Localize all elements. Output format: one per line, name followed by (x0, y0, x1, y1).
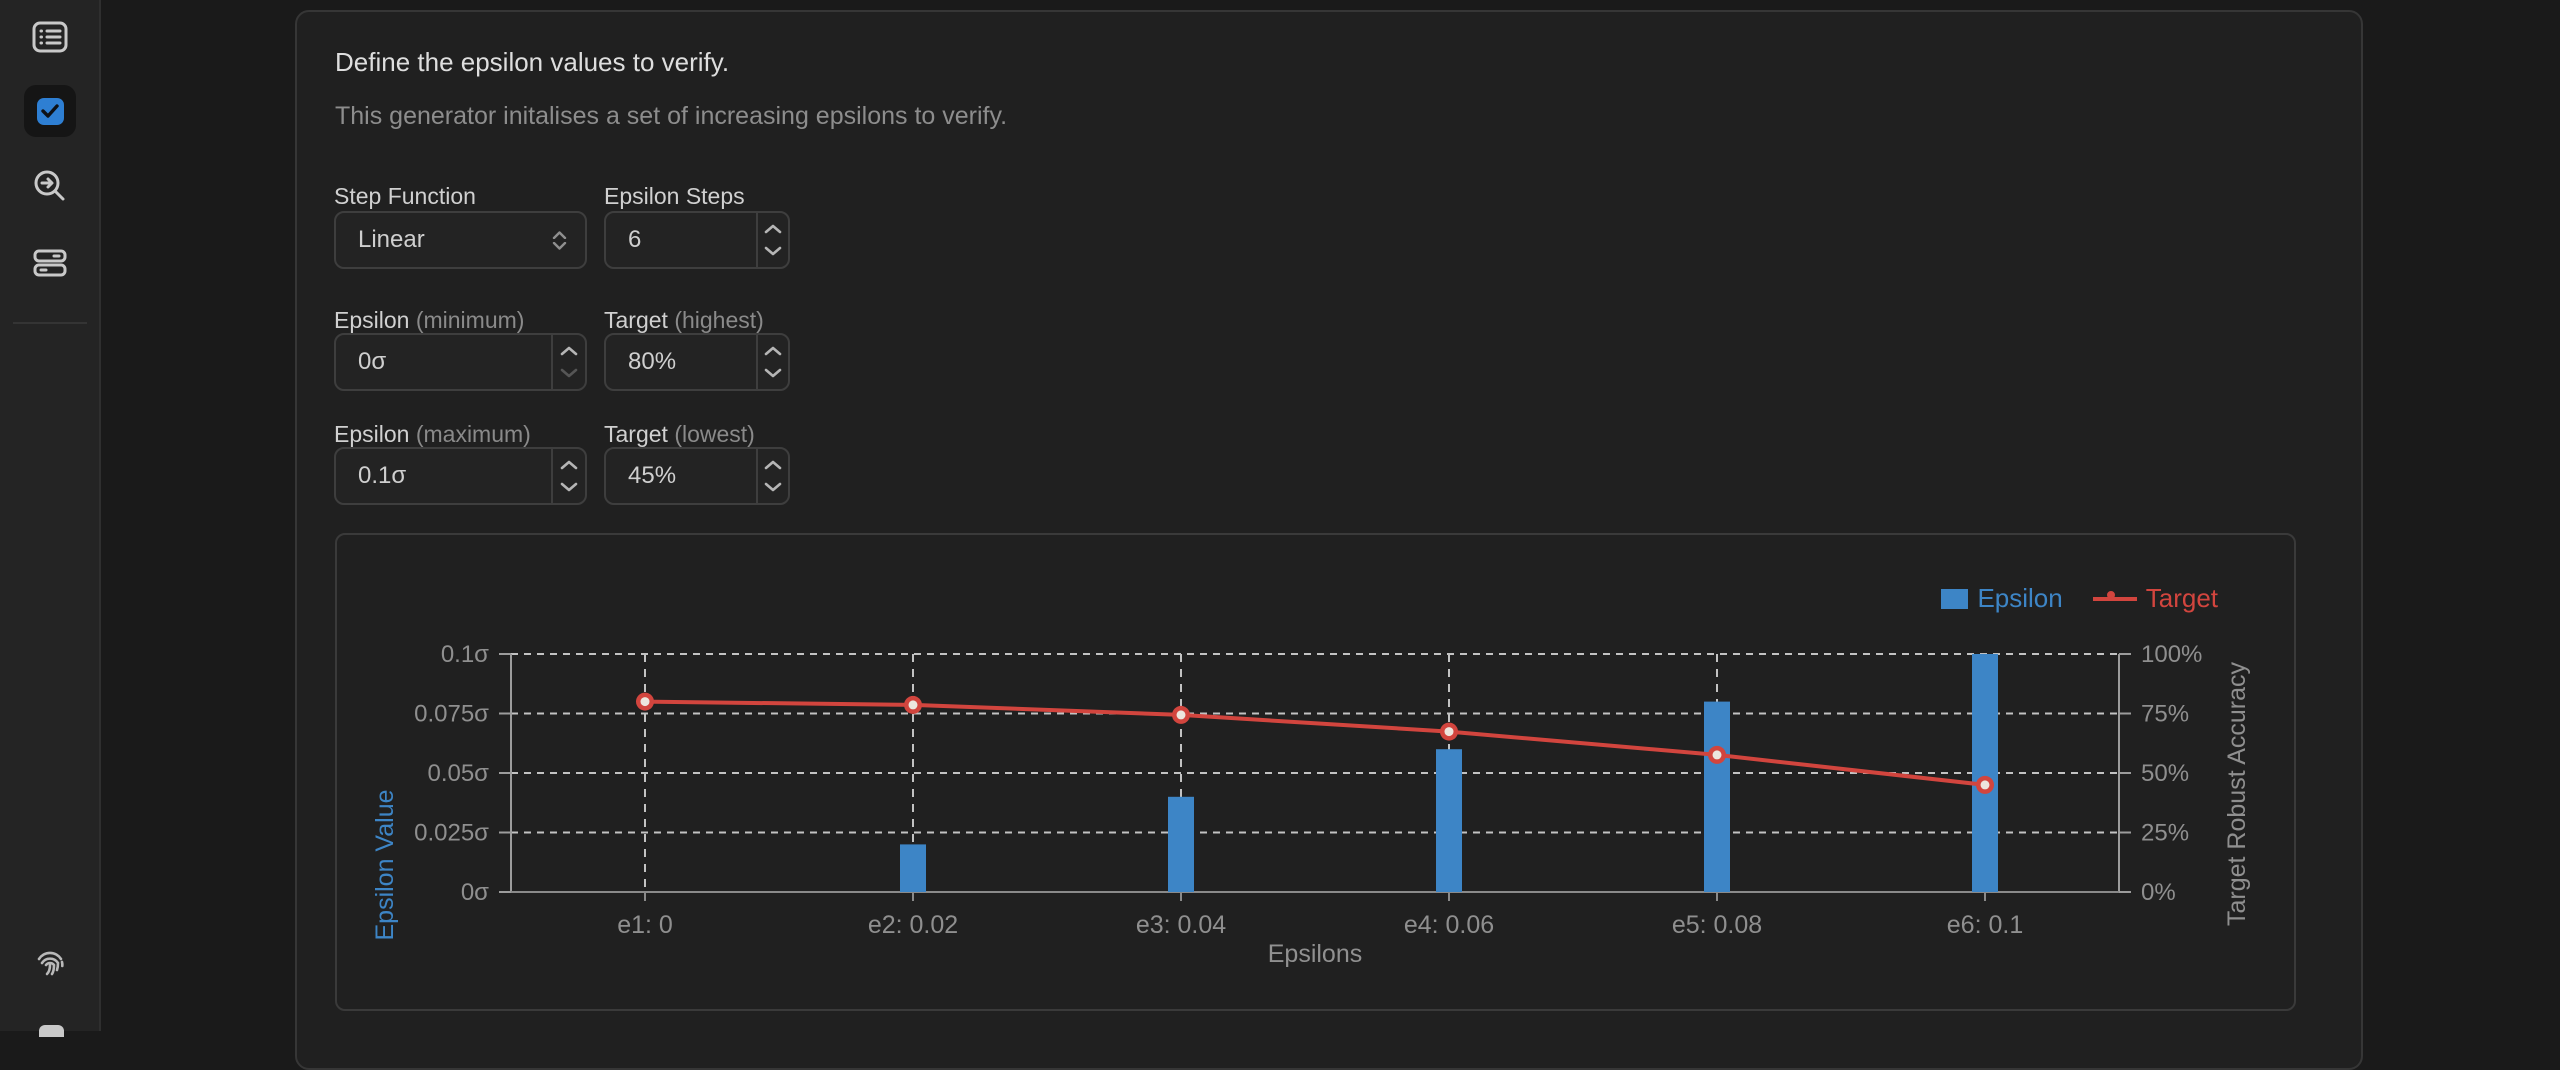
epsilon-max-field (334, 447, 587, 505)
sidebar-item-verify[interactable] (24, 85, 76, 137)
target-low-label: Target (lowest) (604, 421, 755, 447)
sidebar-bottom-icon[interactable] (39, 1025, 64, 1037)
right-tick-label: 25% (2141, 820, 2189, 847)
step-function-value: Linear (358, 226, 425, 253)
x-tick-label: e1: 0 (617, 911, 673, 939)
step-up-icon[interactable] (764, 460, 782, 470)
chart-legend: Epsilon Target (1941, 583, 2218, 614)
x-axis-title: Epsilons (1268, 940, 1363, 968)
target-line (644, 699, 1986, 787)
target-low-input[interactable] (606, 462, 756, 490)
epsilon-bar[interactable] (1972, 654, 1998, 892)
right-tick-label: 50% (2141, 760, 2189, 787)
step-up-icon[interactable] (560, 460, 578, 470)
epsilon-min-label: Epsilon (minimum) (334, 307, 525, 333)
epsilon-steps-field (604, 211, 790, 269)
sidebar-item-inspect[interactable] (24, 160, 76, 212)
epsilon-min-stepper (550, 335, 585, 389)
step-down-icon[interactable] (764, 368, 782, 378)
x-tick-label: e3: 0.04 (1136, 911, 1226, 939)
x-tick-label: e5: 0.08 (1672, 911, 1762, 939)
target-high-input[interactable] (606, 348, 756, 376)
target-low-field (604, 447, 790, 505)
right-tick-label: 100% (2141, 641, 2202, 668)
step-down-icon[interactable] (560, 482, 578, 492)
target-high-field (604, 333, 790, 391)
step-up-icon[interactable] (764, 224, 782, 234)
x-tick-label: e2: 0.02 (868, 911, 958, 939)
left-tick-label: 0.025σ (414, 820, 489, 847)
sidebar-item-fingerprint[interactable] (24, 938, 76, 990)
epsilon-steps-stepper (755, 213, 788, 267)
target-high-stepper (755, 335, 788, 389)
epsilon-swatch-icon (1941, 588, 1969, 609)
step-function-label: Step Function (334, 183, 476, 209)
right-axis-title: Target Robust Accuracy (2223, 661, 2251, 926)
step-down-icon[interactable] (764, 482, 782, 492)
checkbox-icon (36, 97, 64, 125)
left-tick-label: 0.05σ (427, 760, 489, 787)
left-tick-label: 0.075σ (414, 701, 489, 728)
epsilon-max-input[interactable] (336, 462, 551, 490)
chart-svg: 0σ 0.025σ 0.05σ 0.075σ 0.1σ 0% 25% 50% 75% 100% e1… (371, 641, 2251, 968)
sidebar-divider (13, 322, 87, 324)
x-tick-label: e4: 0.06 (1404, 911, 1494, 939)
list-icon (31, 18, 69, 56)
epsilon-max-label: Epsilon (maximum) (334, 421, 531, 447)
left-tick-label: 0.1σ (441, 641, 489, 668)
target-point-core (908, 700, 918, 710)
epsilon-chart-card: 0σ 0.025σ 0.05σ 0.075σ 0.1σ 0% 25% 50% 75% 100% e1… (335, 533, 2296, 1011)
target-low-stepper (755, 449, 788, 503)
page-title: Define the epsilon values to verify. (335, 47, 730, 77)
epsilon-max-stepper (550, 449, 585, 503)
epsilon-bar[interactable] (900, 844, 926, 892)
target-point-core (1980, 780, 1990, 790)
chevron-updown-icon (552, 230, 567, 250)
step-function-select[interactable]: Linear (334, 211, 587, 269)
epsilon-steps-input[interactable] (606, 226, 756, 254)
x-tick-label: e6: 0.1 (1947, 911, 2023, 939)
epsilon-min-field (334, 333, 587, 391)
epsilon-bar[interactable] (1704, 701, 1730, 892)
sidebar (0, 0, 101, 1037)
step-up-icon[interactable] (764, 346, 782, 356)
left-axis-title: Epsilon Value (371, 789, 399, 940)
epsilon-bar[interactable] (1436, 749, 1462, 892)
sidebar-item-list[interactable] (24, 11, 76, 63)
target-point-core (640, 697, 650, 707)
step-down-icon[interactable] (764, 246, 782, 256)
target-point-core (1176, 710, 1186, 720)
right-tick-label: 0% (2141, 879, 2176, 906)
epsilon-steps-label: Epsilon Steps (604, 183, 745, 209)
sidebar-item-servers[interactable] (24, 237, 76, 289)
target-line-icon (2092, 589, 2137, 609)
right-tick-label: 75% (2141, 701, 2189, 728)
left-tick-label: 0σ (461, 879, 489, 906)
search-arrow-icon (31, 167, 69, 205)
target-point-core (1444, 727, 1454, 737)
step-down-icon[interactable] (560, 368, 578, 378)
target-point-core (1712, 750, 1722, 760)
target-high-label: Target (highest) (604, 307, 764, 333)
legend-item-epsilon[interactable]: Epsilon (1941, 583, 2063, 614)
fingerprint-icon (32, 946, 68, 982)
page-subtitle: This generator initalises a set of incre… (335, 102, 1008, 130)
epsilon-min-input[interactable] (336, 348, 551, 376)
server-icon (31, 244, 69, 282)
step-up-icon[interactable] (560, 346, 578, 356)
epsilon-bar[interactable] (1168, 796, 1194, 892)
epsilon-generator-panel: Define the epsilon values to verify. Thi… (295, 10, 2363, 1070)
legend-item-target[interactable]: Target (2092, 583, 2218, 614)
